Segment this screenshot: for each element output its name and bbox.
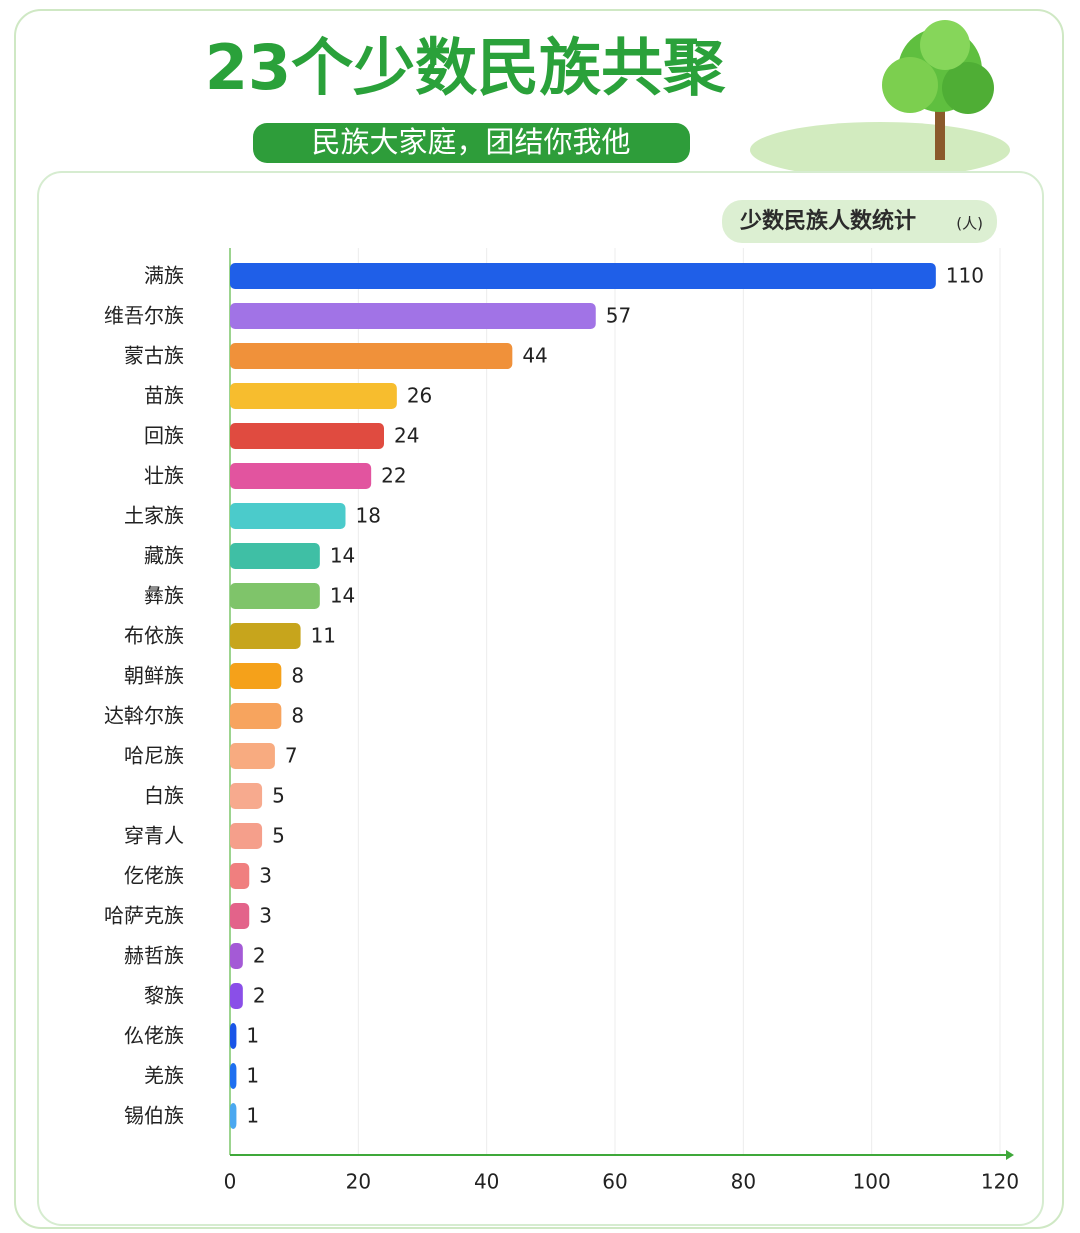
bar — [230, 1103, 237, 1129]
bar — [230, 983, 243, 1009]
y-tick-label: 哈萨克族 — [104, 904, 184, 928]
value-label: 18 — [356, 504, 381, 528]
value-label: 1 — [246, 1064, 259, 1088]
value-label: 14 — [330, 584, 355, 608]
value-label: 3 — [259, 864, 272, 888]
bar — [230, 263, 936, 289]
y-tick-label: 朝鲜族 — [124, 664, 184, 688]
value-label: 5 — [272, 784, 285, 808]
bar — [230, 623, 301, 649]
y-tick-label: 锡伯族 — [124, 1104, 184, 1128]
chart-title: 23个少数民族共聚 — [205, 31, 726, 104]
value-label: 26 — [407, 384, 432, 408]
tree-illustration — [750, 20, 1010, 178]
y-tick-label: 赫哲族 — [124, 944, 184, 968]
y-tick-label: 彝族 — [144, 584, 184, 608]
inner-card — [37, 171, 1044, 1226]
unit-label: (人) — [956, 215, 983, 233]
subtitle: 民族大家庭，团结你我他 — [311, 125, 630, 159]
value-label: 24 — [394, 424, 419, 448]
bar — [230, 943, 243, 969]
y-tick-label: 藏族 — [144, 544, 184, 568]
x-tick-label: 40 — [474, 1170, 499, 1194]
x-tick-label: 120 — [981, 1170, 1019, 1194]
y-tick-label: 蒙古族 — [124, 344, 184, 368]
value-label: 11 — [311, 624, 336, 648]
y-tick-label: 回族 — [144, 424, 184, 448]
value-label: 7 — [285, 744, 298, 768]
value-label: 44 — [522, 344, 547, 368]
x-tick-label: 60 — [602, 1170, 627, 1194]
x-tick-label: 20 — [346, 1170, 371, 1194]
y-tick-label: 达斡尔族 — [104, 704, 184, 728]
x-tick-label: 80 — [731, 1170, 756, 1194]
bar — [230, 703, 282, 729]
value-label: 57 — [606, 304, 631, 328]
bar — [230, 1023, 237, 1049]
bar — [230, 583, 320, 609]
bar — [230, 543, 320, 569]
y-tick-label: 白族 — [144, 784, 184, 808]
y-tick-label: 仫佬族 — [124, 1024, 184, 1048]
y-tick-label: 土家族 — [124, 504, 184, 528]
value-label: 14 — [330, 544, 355, 568]
bar — [230, 903, 250, 929]
value-label: 8 — [291, 704, 304, 728]
bar — [230, 503, 346, 529]
bar — [230, 423, 384, 449]
bar — [230, 383, 397, 409]
bar — [230, 743, 275, 769]
y-tick-label: 维吾尔族 — [104, 304, 184, 328]
chart-label: 少数民族人数统计 — [739, 208, 916, 234]
value-label: 2 — [253, 984, 266, 1008]
x-axis-arrow — [1006, 1150, 1014, 1160]
label-pill — [722, 200, 997, 243]
value-label: 5 — [272, 824, 285, 848]
x-tick-label: 100 — [853, 1170, 891, 1194]
bar — [230, 823, 263, 849]
y-tick-label: 哈尼族 — [124, 744, 184, 768]
bar — [230, 463, 372, 489]
y-tick-label: 满族 — [144, 264, 184, 288]
bar — [230, 303, 596, 329]
bar — [230, 343, 513, 369]
y-tick-label: 苗族 — [144, 384, 184, 408]
y-tick-label: 穿青人 — [124, 824, 184, 848]
y-tick-label: 黎族 — [144, 984, 184, 1008]
y-tick-label: 布依族 — [124, 624, 184, 648]
bar — [230, 1063, 237, 1089]
subtitle-pill — [253, 123, 690, 163]
value-label: 8 — [291, 664, 304, 688]
value-label: 110 — [946, 264, 984, 288]
value-label: 2 — [253, 944, 266, 968]
bar — [230, 863, 250, 889]
value-label: 3 — [259, 904, 272, 928]
bar — [230, 783, 263, 809]
y-tick-label: 壮族 — [144, 464, 184, 488]
y-tick-label: 仡佬族 — [124, 864, 184, 888]
y-tick-label: 羌族 — [144, 1064, 184, 1088]
value-label: 22 — [381, 464, 406, 488]
bar — [230, 663, 282, 689]
value-label: 1 — [246, 1104, 259, 1128]
value-label: 1 — [246, 1024, 259, 1048]
x-tick-label: 0 — [224, 1170, 237, 1194]
